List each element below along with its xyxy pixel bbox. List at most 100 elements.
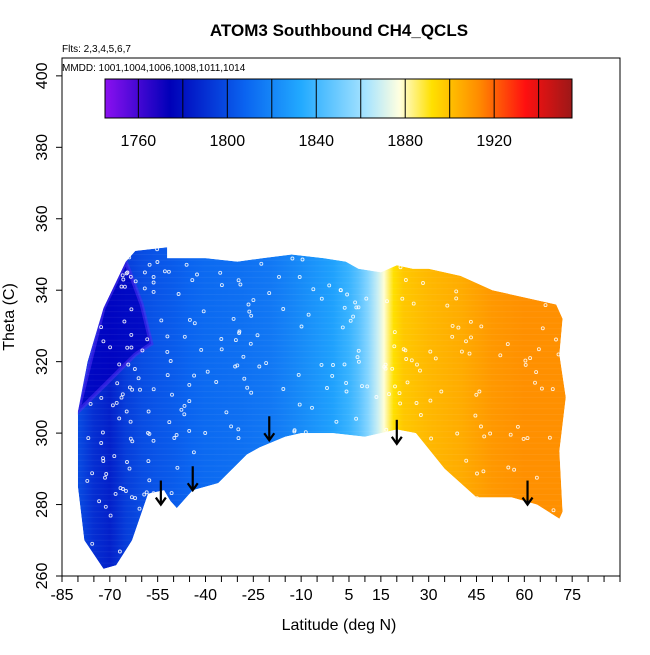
sample-point xyxy=(90,471,95,476)
sample-point xyxy=(482,532,486,537)
sample-point xyxy=(224,410,229,415)
sample-point xyxy=(281,387,286,391)
sample-point xyxy=(151,289,156,294)
sample-point xyxy=(297,402,302,407)
sample-point xyxy=(236,427,241,432)
x-tick-label: -85 xyxy=(50,587,73,604)
sample-point xyxy=(213,490,218,495)
y-tick-label: 300 xyxy=(34,420,51,447)
sample-point xyxy=(337,446,342,450)
sample-point xyxy=(523,362,528,367)
ch4-low-band-edge xyxy=(77,256,154,419)
y-tick-label: 280 xyxy=(34,491,51,518)
sample-point xyxy=(101,456,105,461)
sample-point xyxy=(192,373,197,378)
y-axis: 260 280 300 320 340 360 380 400 xyxy=(34,62,62,589)
sample-point xyxy=(241,533,246,538)
y-tick-label: 400 xyxy=(34,62,51,89)
plot-frame xyxy=(61,57,621,577)
sample-point xyxy=(110,403,115,408)
sample-point xyxy=(218,270,223,275)
sample-point xyxy=(451,516,455,521)
sample-point xyxy=(479,424,483,429)
sample-point xyxy=(367,468,371,473)
sample-point xyxy=(428,398,433,403)
sample-point xyxy=(512,467,517,472)
x-tick-label: 60 xyxy=(515,587,533,604)
sample-point xyxy=(354,416,359,421)
sample-point xyxy=(257,364,262,369)
sample-point xyxy=(367,467,372,472)
sample-point xyxy=(117,362,122,367)
sample-point xyxy=(384,427,389,432)
sample-point xyxy=(334,526,339,531)
sample-point xyxy=(297,517,302,522)
sample-point xyxy=(165,349,170,354)
sample-point xyxy=(403,278,408,282)
x-axis: -85 -70 -55 -40 -25 -10 5 15 30 45 60 75 xyxy=(50,576,621,604)
sample-point xyxy=(172,436,177,440)
sample-point xyxy=(392,431,397,436)
sample-point xyxy=(468,319,473,324)
sample-point xyxy=(296,442,300,447)
sample-point xyxy=(331,363,335,367)
sample-point xyxy=(180,527,184,532)
x-tick-label: 75 xyxy=(563,587,581,604)
sample-point xyxy=(356,305,361,310)
sample-point xyxy=(325,386,329,390)
sample-point xyxy=(191,450,196,455)
sample-point xyxy=(330,373,335,378)
sample-point xyxy=(392,330,397,335)
sample-point xyxy=(233,364,238,369)
sample-point xyxy=(99,395,104,400)
sample-point xyxy=(182,412,187,417)
sample-point xyxy=(420,456,425,461)
sample-point xyxy=(254,552,259,557)
sample-point xyxy=(165,334,170,339)
sample-point xyxy=(177,513,181,518)
sample-point xyxy=(104,472,109,476)
sample-point xyxy=(533,380,537,385)
sample-point xyxy=(242,376,247,381)
sample-point xyxy=(306,505,310,510)
sample-point xyxy=(248,341,253,346)
sample-point xyxy=(405,380,410,385)
sample-point xyxy=(100,430,105,435)
sample-point xyxy=(122,284,127,289)
sample-point xyxy=(303,464,308,469)
sample-point xyxy=(125,460,129,464)
sample-point xyxy=(454,296,459,301)
sample-point xyxy=(151,554,156,559)
sample-point xyxy=(495,258,500,262)
sample-point xyxy=(348,318,353,323)
x-axis-label: Latitude (deg N) xyxy=(282,617,397,634)
sample-point xyxy=(128,436,133,441)
sample-point xyxy=(86,436,91,441)
sample-point xyxy=(377,557,382,562)
sample-point xyxy=(534,370,539,375)
sample-point xyxy=(390,366,395,371)
sample-point xyxy=(327,283,332,288)
sample-point xyxy=(355,355,360,360)
sample-point xyxy=(108,345,113,350)
sample-point xyxy=(103,475,107,480)
sample-point xyxy=(121,487,125,491)
sample-point xyxy=(508,562,512,567)
sample-point xyxy=(372,489,377,493)
sample-point xyxy=(508,504,513,508)
sample-point xyxy=(231,492,236,497)
sample-point xyxy=(124,271,129,276)
sample-point xyxy=(354,305,359,310)
sample-point xyxy=(368,489,373,494)
sample-point xyxy=(182,334,187,339)
sample-point xyxy=(418,413,423,417)
sample-point xyxy=(184,262,189,267)
sample-point xyxy=(538,265,543,270)
sample-point xyxy=(211,498,216,503)
sample-point xyxy=(168,359,173,363)
sample-point xyxy=(409,473,414,478)
sample-point xyxy=(421,281,425,285)
colorbar-tick-label: 1880 xyxy=(387,133,423,150)
sample-point xyxy=(312,548,317,553)
sample-point xyxy=(245,479,250,484)
